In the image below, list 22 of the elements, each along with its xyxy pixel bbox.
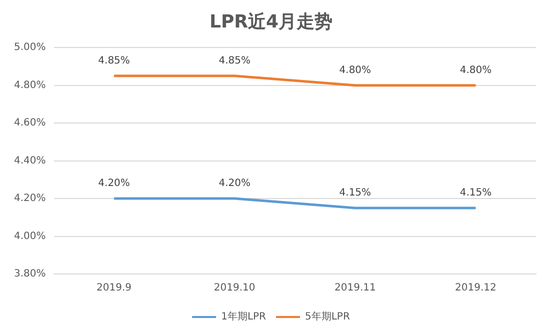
x-tick-label: 2019.11 (334, 282, 376, 294)
y-tick-label: 5.00% (14, 42, 46, 54)
legend-label: 1年期LPR (221, 310, 266, 323)
data-label: 4.85% (218, 55, 250, 66)
data-label: 4.15% (460, 188, 492, 199)
x-tick-label: 2019.10 (214, 282, 256, 294)
data-label: 4.85% (98, 55, 130, 66)
data-label: 4.15% (339, 188, 372, 199)
y-tick-label: 4.00% (14, 230, 46, 242)
x-tick-label: 2019.9 (96, 282, 132, 294)
data-label: 4.80% (339, 64, 372, 76)
y-tick-label: 4.40% (14, 155, 46, 166)
x-tick-label: 2019.12 (455, 282, 496, 294)
data-label: 4.80% (460, 64, 492, 76)
chart-title: LPR近4月走势 (209, 11, 333, 32)
y-tick-label: 4.60% (14, 118, 46, 129)
legend-label: 5年期LPR (305, 310, 350, 323)
y-tick-label: 4.80% (14, 80, 46, 91)
y-tick-label: 3.80% (14, 268, 46, 280)
data-label: 4.20% (218, 178, 250, 190)
y-tick-label: 4.20% (14, 193, 46, 204)
data-label: 4.20% (98, 178, 130, 190)
